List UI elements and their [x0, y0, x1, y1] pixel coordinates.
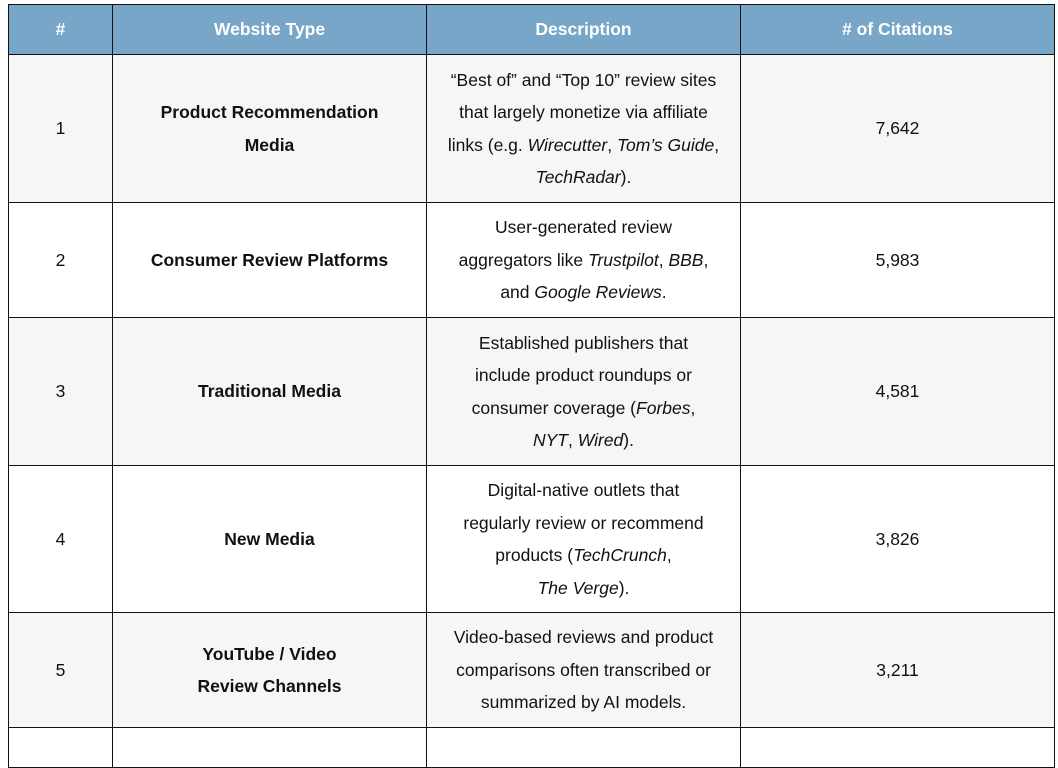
description-text: ).	[618, 577, 630, 598]
citation-count: 3,211	[740, 612, 1055, 728]
description-line: regularly review or recommend	[435, 507, 732, 540]
website-type-line: Media	[244, 134, 295, 155]
description-line: The Verge).	[435, 572, 732, 605]
description-line: TechRadar).	[435, 161, 732, 194]
website-type: New Media	[112, 465, 427, 613]
description-line: comparisons often transcribed or	[435, 654, 732, 687]
description-text: comparisons often transcribed or	[456, 659, 711, 680]
row-number	[8, 727, 113, 768]
description-source-name: BBB	[668, 249, 704, 270]
citation-count: 3,826	[740, 465, 1055, 613]
citation-count	[740, 727, 1055, 768]
row-number: 2	[8, 202, 113, 318]
description: User-generated review aggregators like Tr…	[426, 202, 741, 318]
website-type-line: New Media	[224, 528, 315, 549]
citation-count: 5,983	[740, 202, 1055, 318]
description-line: NYT, Wired).	[435, 424, 732, 457]
website-type: Traditional Media	[112, 317, 427, 466]
description-line: aggregators like Trustpilot, BBB,	[435, 244, 732, 277]
description-line: products (TechCrunch,	[435, 539, 732, 572]
citation-count: 4,581	[740, 317, 1055, 466]
description-text: .	[661, 282, 667, 303]
table-body: 1 Product Recommendation Media “Best of” an…	[8, 54, 1055, 768]
description-text: ).	[620, 167, 632, 187]
description-source-name: TechCrunch	[573, 545, 667, 565]
row-number: 3	[8, 317, 113, 466]
website-type-line: Consumer Review Platforms	[150, 249, 389, 270]
header-description: Description	[426, 4, 741, 55]
description-text: ,	[690, 397, 696, 418]
description-source-name: Wirecutter	[527, 134, 608, 155]
table-row: 3 Traditional Media Established publishers…	[8, 317, 1055, 466]
table-row: 2 Consumer Review Platforms User-generated…	[8, 202, 1055, 318]
header-website-type: Website Type	[112, 4, 427, 55]
description-text: ).	[623, 430, 634, 450]
description-text: aggregators like	[458, 249, 589, 270]
description-line: links (e.g. Wirecutter, Tom’s Guide,	[435, 129, 732, 162]
description-source-name: Google Reviews	[534, 282, 662, 303]
description-line: include product roundups or	[435, 359, 732, 392]
header-row: # Website Type Description # of Citation…	[8, 4, 1055, 55]
website-type: Consumer Review Platforms	[112, 202, 427, 318]
description-text: Digital-native outlets that	[487, 480, 680, 500]
description: “Best of” and “Top 10” review sites that …	[426, 54, 741, 203]
header-citations: # of Citations	[740, 4, 1055, 55]
website-type: YouTube / Video Review Channels	[112, 612, 427, 728]
description-line: Established publishers that	[435, 327, 732, 360]
description-text: User-generated review	[494, 217, 673, 238]
description-line: consumer coverage (Forbes,	[435, 392, 732, 425]
description-text: summarized by AI models.	[480, 692, 687, 713]
description-line: Video-based reviews and product	[435, 621, 732, 654]
description-text: consumer coverage (	[471, 397, 637, 418]
description-text: Video-based reviews and product	[453, 627, 714, 648]
description-text: products (	[495, 545, 574, 565]
website-type-line: Product Recommendation	[160, 102, 379, 122]
website-type: Product Recommendation Media	[112, 54, 427, 203]
description-source-name: NYT	[533, 430, 568, 450]
description-source-name: The Verge	[537, 577, 619, 598]
website-type-line: Traditional Media	[198, 381, 341, 402]
table-row: 1 Product Recommendation Media “Best of” an…	[8, 54, 1055, 203]
description-source-name: Forbes	[636, 397, 691, 418]
description-text: regularly review or recommend	[463, 512, 704, 533]
description-line: “Best of” and “Top 10” review sites	[435, 64, 732, 97]
description-text: ,	[666, 545, 672, 565]
website-type-line: Review Channels	[197, 676, 342, 696]
row-number: 5	[8, 612, 113, 728]
description-line: and Google Reviews.	[435, 276, 732, 309]
description	[426, 727, 741, 768]
description-text: that largely monetize via affiliate	[459, 102, 708, 122]
description-line: that largely monetize via affiliate	[435, 96, 732, 129]
table-row: 5 YouTube / Video Review Channels Video-bas…	[8, 612, 1055, 728]
description-line: summarized by AI models.	[435, 686, 732, 719]
table-row: 4 New Media Digital-native outlets that reg…	[8, 465, 1055, 613]
table-row	[8, 727, 1055, 768]
row-number: 4	[8, 465, 113, 613]
description-source-name: Tom’s Guide	[616, 134, 715, 155]
row-number: 1	[8, 54, 113, 203]
description-text: ,	[658, 249, 669, 270]
citations-table: # Website Type Description # of Citation…	[8, 4, 1055, 768]
citation-count: 7,642	[740, 54, 1055, 203]
description: Digital-native outlets that regularly rev…	[426, 465, 741, 613]
description-text: ,	[607, 134, 617, 155]
description: Video-based reviews and product compariso…	[426, 612, 741, 728]
description-text: ,	[568, 430, 578, 450]
description-text: ,	[714, 134, 720, 155]
description-text: Established publishers that	[478, 332, 689, 353]
description-text: links (e.g.	[447, 134, 528, 155]
description-text: include product roundups or	[475, 365, 692, 385]
description-text: “Best of” and “Top 10” review sites	[450, 69, 717, 90]
description-line: User-generated review	[435, 211, 732, 244]
description-text: ,	[703, 249, 709, 270]
description-source-name: Wired	[577, 430, 624, 450]
description-source-name: Trustpilot	[588, 249, 659, 270]
description: Established publishers that include produ…	[426, 317, 741, 466]
description-text: and	[500, 282, 535, 303]
header-num: #	[8, 4, 113, 55]
description-source-name: TechRadar	[535, 167, 621, 187]
description-line: Digital-native outlets that	[435, 474, 732, 507]
website-type-line: YouTube / Video	[202, 643, 337, 664]
website-type	[112, 727, 427, 768]
